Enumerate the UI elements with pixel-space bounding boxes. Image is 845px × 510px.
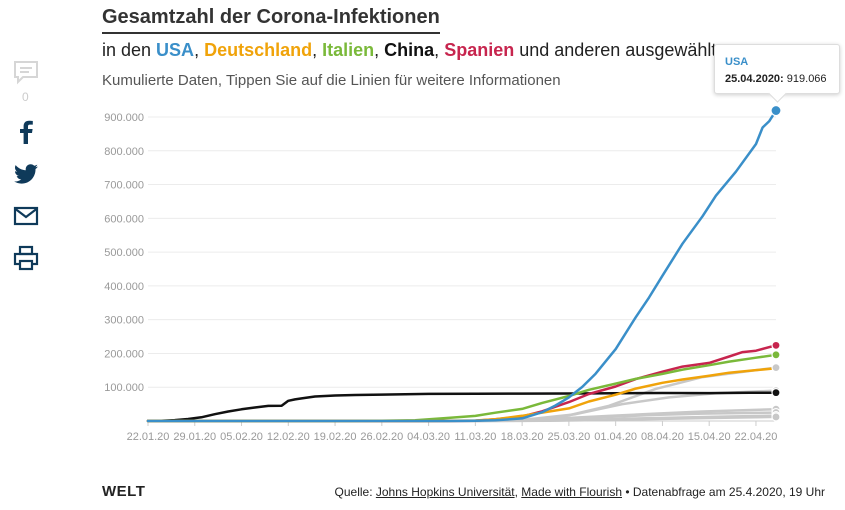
series-end-point-china[interactable] [771, 388, 781, 398]
x-tick-label: 26.02.20 [360, 431, 403, 443]
series-lines [146, 109, 778, 423]
y-tick-label: 100.000 [104, 382, 144, 394]
subtitle-usa: USA [156, 40, 195, 60]
x-tick-label: 22.01.20 [127, 431, 170, 443]
subtitle-sep: , [434, 40, 445, 60]
comment-count: 0 [22, 90, 29, 104]
source-line: Quelle: Johns Hopkins Universität, Made … [335, 485, 825, 499]
subtitle-italien: Italien [322, 40, 375, 60]
x-tick-label: 29.01.20 [173, 431, 216, 443]
grid-lines [148, 116, 776, 388]
x-tick-label: 25.03.20 [547, 431, 590, 443]
comment-icon[interactable] [12, 58, 40, 86]
facebook-icon[interactable] [12, 118, 40, 146]
source-sep: , [514, 485, 522, 499]
y-tick-label: 900.000 [104, 112, 144, 124]
x-tick-label: 15.04.20 [688, 431, 731, 443]
hover-tooltip: USA 25.04.2020: 919.066 [714, 44, 840, 103]
chart-title-wrap: Gesamtzahl der Corona-Infektionen [102, 6, 440, 34]
subtitle-sep: , [194, 40, 205, 60]
series-end-point-usa[interactable] [770, 104, 782, 117]
twitter-icon[interactable] [12, 160, 40, 188]
series-end-point-other-0[interactable] [771, 363, 781, 373]
x-tick-label: 18.03.20 [501, 431, 544, 443]
x-tick-label: 12.02.20 [267, 431, 310, 443]
series-line-china[interactable] [146, 391, 778, 423]
source-suffix: • Datenabfrage am 25.4.2020, 19 Uhr [622, 485, 825, 499]
subtitle-sep: , [312, 40, 323, 60]
mail-icon[interactable] [12, 202, 40, 230]
y-tick-label: 400.000 [104, 281, 144, 293]
source-link-jhu[interactable]: Johns Hopkins Universität [375, 485, 515, 499]
print-icon[interactable] [12, 244, 40, 272]
tooltip-date: 25.04.2020: [725, 73, 784, 85]
series-end-point-spanien[interactable] [771, 340, 781, 350]
y-tick-label: 500.000 [104, 247, 144, 259]
y-tick-label: 800.000 [104, 146, 144, 158]
y-tick-label: 700.000 [104, 180, 144, 192]
x-tick-label: 04.03.20 [407, 431, 450, 443]
x-tick-label: 19.02.20 [314, 431, 357, 443]
share-bar [12, 58, 42, 286]
subtitle-spanien: Spanien [444, 40, 515, 60]
chart-description: Kumulierte Daten, Tippen Sie auf die Lin… [102, 72, 561, 89]
x-tick-label: 11.03.20 [454, 431, 496, 443]
x-tick-label: 22.04.20 [735, 431, 778, 443]
x-tick-label: 01.04.20 [594, 431, 637, 443]
y-axis: 900.000 800.000 700.000 600.000 500.000 400.0… [104, 112, 144, 394]
series-end-point-other-5[interactable] [771, 412, 781, 422]
welt-logo: WELT [102, 483, 146, 500]
tooltip-value-line: 25.04.2020: 919.066 [725, 73, 827, 85]
subtitle-deutschland: Deutschland [204, 40, 313, 60]
tooltip-value: 919.066 [786, 73, 827, 85]
chart-subtitle: in den USA, Deutschland, Italien, China,… [102, 40, 736, 61]
series-line-italien[interactable] [146, 353, 778, 423]
chart-title: Gesamtzahl der Corona-Infektionen [102, 6, 440, 34]
x-tick-label: 05.02.20 [220, 431, 263, 443]
subtitle-china: China [384, 40, 435, 60]
y-tick-label: 300.000 [104, 315, 144, 327]
source-prefix: Quelle: [334, 485, 376, 499]
x-axis: 22.01.20 29.01.20 05.02.20 12.02.20 19.02.20… [127, 420, 778, 443]
y-tick-label: 600.000 [104, 213, 144, 225]
series-line-usa[interactable] [146, 109, 778, 423]
subtitle-sep: , [374, 40, 385, 60]
subtitle-suffix: und anderen ausgewählten [514, 40, 737, 60]
source-link-flourish[interactable]: Made with Flourish [521, 485, 622, 499]
tooltip-series-name: USA [725, 56, 749, 68]
x-tick-label: 08.04.20 [641, 431, 684, 443]
y-tick-label: 200.000 [104, 348, 144, 360]
series-end-point-italien[interactable] [771, 350, 781, 360]
subtitle-prefix: in den [102, 40, 157, 60]
series-end-markers [770, 104, 782, 422]
